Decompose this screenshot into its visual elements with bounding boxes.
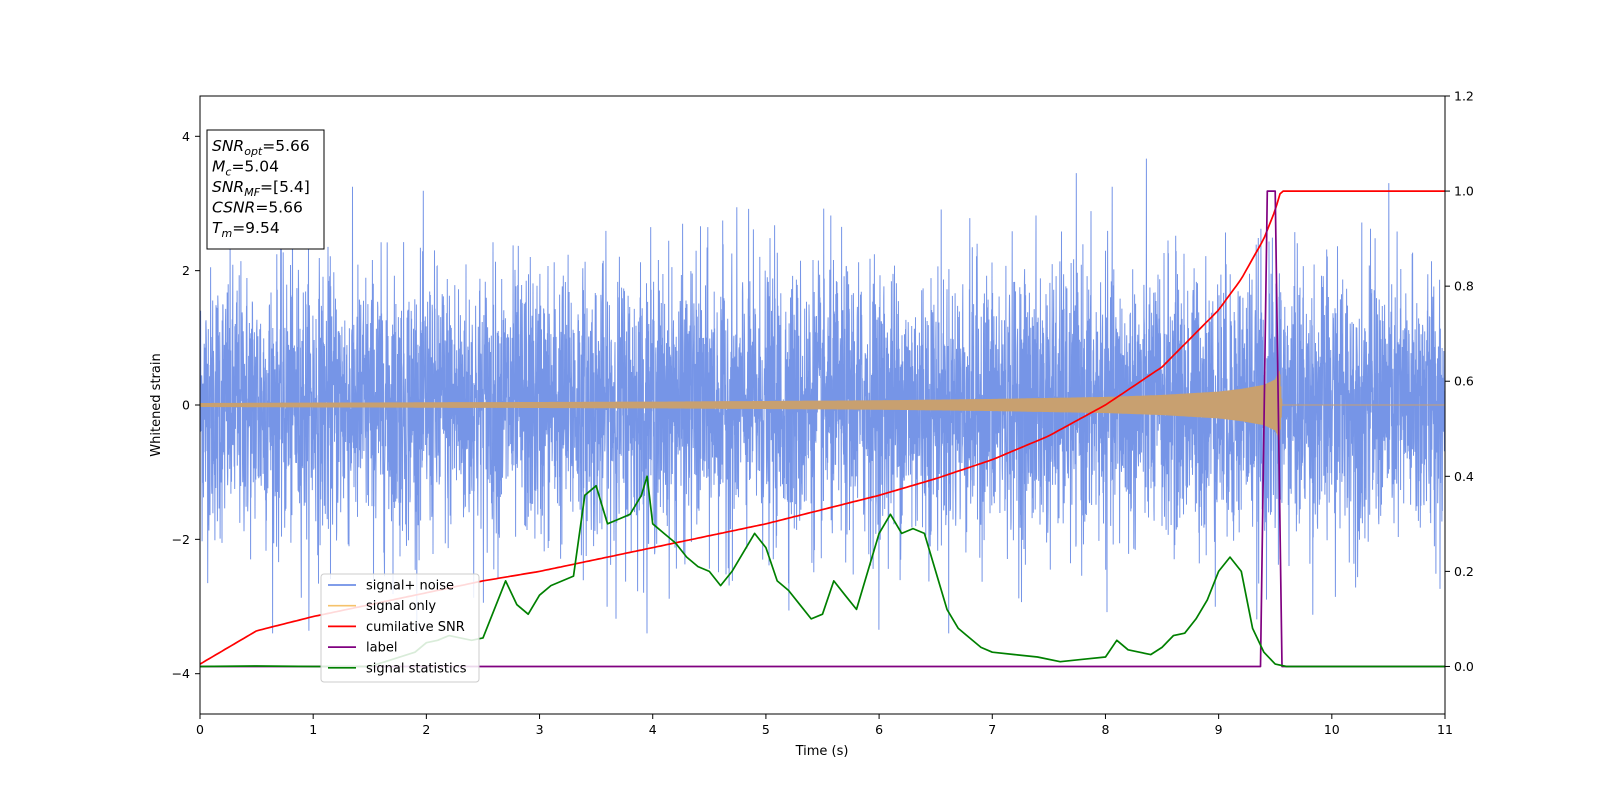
- legend-label: label: [366, 641, 397, 656]
- series-signal-only: [200, 371, 1445, 440]
- y-right-tick-label: 1.0: [1454, 184, 1474, 199]
- y-left-tick-label: 4: [182, 129, 190, 144]
- x-tick-label: 8: [1101, 722, 1109, 737]
- x-tick-label: 4: [649, 722, 657, 737]
- y-right-tick-label: 0.4: [1454, 469, 1474, 484]
- y-left-tick-label: 2: [182, 263, 190, 278]
- annotation-line: SNRMF=[5.4]: [212, 178, 310, 199]
- x-tick-label: 9: [1215, 722, 1223, 737]
- series-signal-statistics: [200, 475, 1445, 668]
- y-left-tick-label: −2: [172, 532, 190, 547]
- annotation-line: Mc=5.04: [212, 158, 279, 179]
- annotation-line: CSNR=5.66: [212, 199, 303, 217]
- annotation-line: Tm=9.54: [212, 219, 280, 240]
- x-axis-label: Time (s): [795, 744, 849, 759]
- y-right-tick-label: 0.0: [1454, 659, 1474, 674]
- y-right-tick-label: 1.2: [1454, 89, 1474, 104]
- legend-label: cumilative SNR: [366, 620, 465, 635]
- x-tick-label: 6: [875, 722, 883, 737]
- y-axis-label-left: Whitened strain: [149, 353, 164, 456]
- y-right-tick-label: 0.6: [1454, 374, 1474, 389]
- x-tick-label: 2: [422, 722, 430, 737]
- x-tick-label: 3: [536, 722, 544, 737]
- x-tick-label: 0: [196, 722, 204, 737]
- axes: 0 1 2 3 4 5 6 7 8 9 10 11 −4 −2 0 2 4 0.0 0.2 0.4 0.6 0.8 1.0 1…: [172, 89, 1474, 738]
- y-right-tick-label: 0.2: [1454, 564, 1474, 579]
- legend-label: signal only: [366, 599, 436, 614]
- x-tick-label: 5: [762, 722, 770, 737]
- annotation-line: SNRopt=5.66: [212, 137, 310, 158]
- y-right-tick-label: 0.8: [1454, 279, 1474, 294]
- legend-label: signal+ noise: [366, 579, 454, 594]
- x-tick-label: 7: [988, 722, 996, 737]
- x-tick-label: 10: [1324, 722, 1340, 737]
- legend-label: signal statistics: [366, 661, 467, 676]
- y-left-tick-label: −4: [172, 666, 190, 681]
- annotation-frame: [206, 129, 325, 250]
- x-tick-label: 1: [309, 722, 317, 737]
- legend-frame: [320, 573, 480, 683]
- x-tick-label: 11: [1437, 722, 1453, 737]
- legend: signal+ noise signal only cumilative SNR la…: [320, 573, 480, 683]
- y-left-tick-label: 0: [182, 398, 190, 413]
- series-signal-noise: [200, 158, 1445, 634]
